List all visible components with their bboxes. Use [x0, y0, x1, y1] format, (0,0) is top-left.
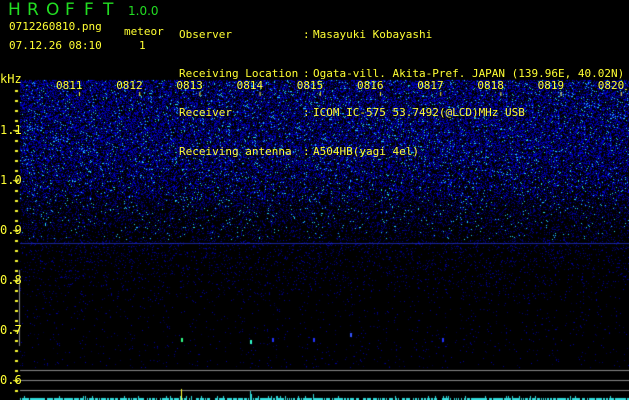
time-label: 0815: [296, 79, 324, 92]
info-value: Masayuki Kobayashi: [313, 28, 433, 41]
time-label: 0814: [236, 79, 264, 92]
station-info: Observer: Masayuki Kobayashi Receiving Lo…: [179, 2, 624, 171]
info-key: Receiver: [179, 106, 232, 119]
title-letter: T: [103, 0, 114, 20]
time-label: 0812: [116, 79, 143, 92]
info-value: Ogata-vill. Akita-Pref. JAPAN (139.96E, …: [313, 67, 625, 80]
time-label: 0817: [417, 79, 444, 92]
time-label: 0818: [477, 79, 504, 92]
time-label: 0811: [56, 79, 83, 92]
title-letter: F: [84, 0, 94, 20]
app-version: 1.0.0: [128, 4, 159, 18]
info-value: A504HB(yagi 4el): [313, 145, 419, 158]
time-label: 0816: [357, 79, 384, 92]
info-key: Receiving Location: [179, 67, 299, 80]
title-letter: H: [8, 0, 21, 20]
info-row-receiver: Receiver: ICOM IC-575 53.7492(@LCD)MHz US…: [179, 106, 525, 119]
y-axis-unit: kHz: [0, 72, 22, 86]
info-row-location: Receiving Location: Ogata-vill. Akita-Pre…: [179, 67, 625, 80]
y-axis-label: 1.1: [0, 123, 22, 137]
info-key: Receiving antenna: [179, 145, 292, 158]
meteor-count: 1: [139, 39, 146, 52]
y-axis-label: 0.9: [0, 223, 22, 237]
time-label: 0819: [537, 79, 565, 92]
title-letter: O: [46, 0, 60, 20]
time-label: 0813: [176, 79, 203, 92]
file-name: 0712260810.png: [9, 20, 102, 33]
info-row-observer: Observer: Masayuki Kobayashi: [179, 28, 433, 41]
title-letter: R: [27, 0, 39, 20]
y-axis-label: 0.6: [0, 373, 22, 387]
meteor-label: meteor: [124, 25, 164, 38]
title-letter: F: [65, 0, 75, 20]
info-key: Observer: [179, 28, 232, 41]
file-datetime: 07.12.26 08:10: [9, 39, 102, 52]
info-value: ICOM IC-575 53.7492(@LCD)MHz USB: [313, 106, 525, 119]
y-axis-label: 0.7: [0, 323, 22, 337]
time-label: 0820: [597, 79, 625, 92]
info-row-antenna: Receiving antenna: A504HB(yagi 4el): [179, 145, 419, 158]
y-axis-label: 0.8: [0, 273, 22, 287]
y-axis-label: 1.0: [0, 173, 22, 187]
